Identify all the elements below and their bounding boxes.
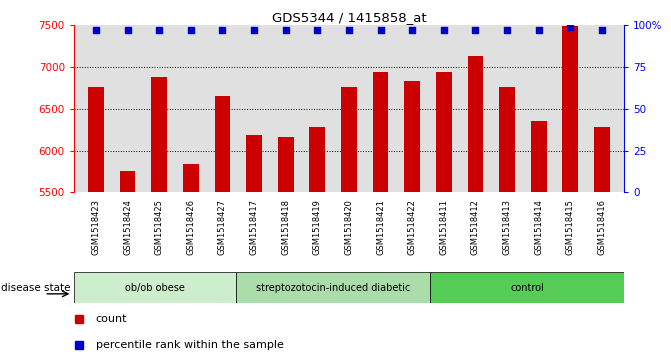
Bar	[88, 87, 104, 192]
Text: GSM1518411: GSM1518411	[440, 199, 448, 255]
Text: GSM1518412: GSM1518412	[471, 199, 480, 255]
Text: GSM1518419: GSM1518419	[313, 199, 322, 255]
Text: ob/ob obese: ob/ob obese	[125, 283, 185, 293]
Point	[407, 28, 417, 33]
Text: GSM1518414: GSM1518414	[534, 199, 543, 255]
Point	[438, 28, 449, 33]
Point	[217, 28, 227, 33]
Bar	[430, 272, 624, 303]
Point	[344, 28, 354, 33]
Bar	[236, 272, 430, 303]
Point	[249, 28, 260, 33]
Point	[502, 28, 513, 33]
Bar	[436, 72, 452, 192]
Bar	[151, 77, 167, 192]
Text: GSM1518427: GSM1518427	[218, 199, 227, 255]
Bar	[594, 127, 610, 192]
Point	[122, 28, 133, 33]
Text: percentile rank within the sample: percentile rank within the sample	[96, 340, 284, 350]
Bar	[215, 97, 230, 192]
Text: GSM1518426: GSM1518426	[187, 199, 195, 255]
Text: GSM1518423: GSM1518423	[91, 199, 101, 255]
Text: disease state: disease state	[1, 283, 70, 293]
Bar	[278, 137, 294, 192]
Bar	[309, 127, 325, 192]
Text: count: count	[96, 314, 127, 325]
Point	[91, 28, 101, 33]
Text: control: control	[510, 283, 544, 293]
Point	[470, 28, 481, 33]
Text: streptozotocin-induced diabetic: streptozotocin-induced diabetic	[256, 283, 410, 293]
Point	[597, 28, 607, 33]
Point	[154, 28, 164, 33]
Point	[565, 24, 576, 30]
Text: GSM1518422: GSM1518422	[408, 199, 417, 255]
Point	[533, 28, 544, 33]
Bar	[119, 171, 136, 192]
Bar	[499, 87, 515, 192]
Bar	[246, 135, 262, 192]
Point	[375, 28, 386, 33]
Text: GSM1518415: GSM1518415	[566, 199, 575, 255]
Bar	[468, 56, 483, 192]
Bar	[372, 72, 389, 192]
Point	[312, 28, 323, 33]
Text: GSM1518420: GSM1518420	[344, 199, 354, 255]
Bar	[74, 272, 236, 303]
Text: GSM1518424: GSM1518424	[123, 199, 132, 255]
Text: GSM1518418: GSM1518418	[281, 199, 290, 255]
Text: GSM1518417: GSM1518417	[250, 199, 258, 255]
Bar	[562, 26, 578, 192]
Text: GSM1518416: GSM1518416	[597, 199, 607, 255]
Point	[280, 28, 291, 33]
Text: GSM1518425: GSM1518425	[155, 199, 164, 255]
Text: GSM1518421: GSM1518421	[376, 199, 385, 255]
Point	[185, 28, 196, 33]
Title: GDS5344 / 1415858_at: GDS5344 / 1415858_at	[272, 11, 426, 24]
Text: GSM1518413: GSM1518413	[503, 199, 511, 255]
Bar	[341, 87, 357, 192]
Bar	[531, 121, 547, 192]
Bar	[404, 81, 420, 192]
Bar	[183, 164, 199, 192]
